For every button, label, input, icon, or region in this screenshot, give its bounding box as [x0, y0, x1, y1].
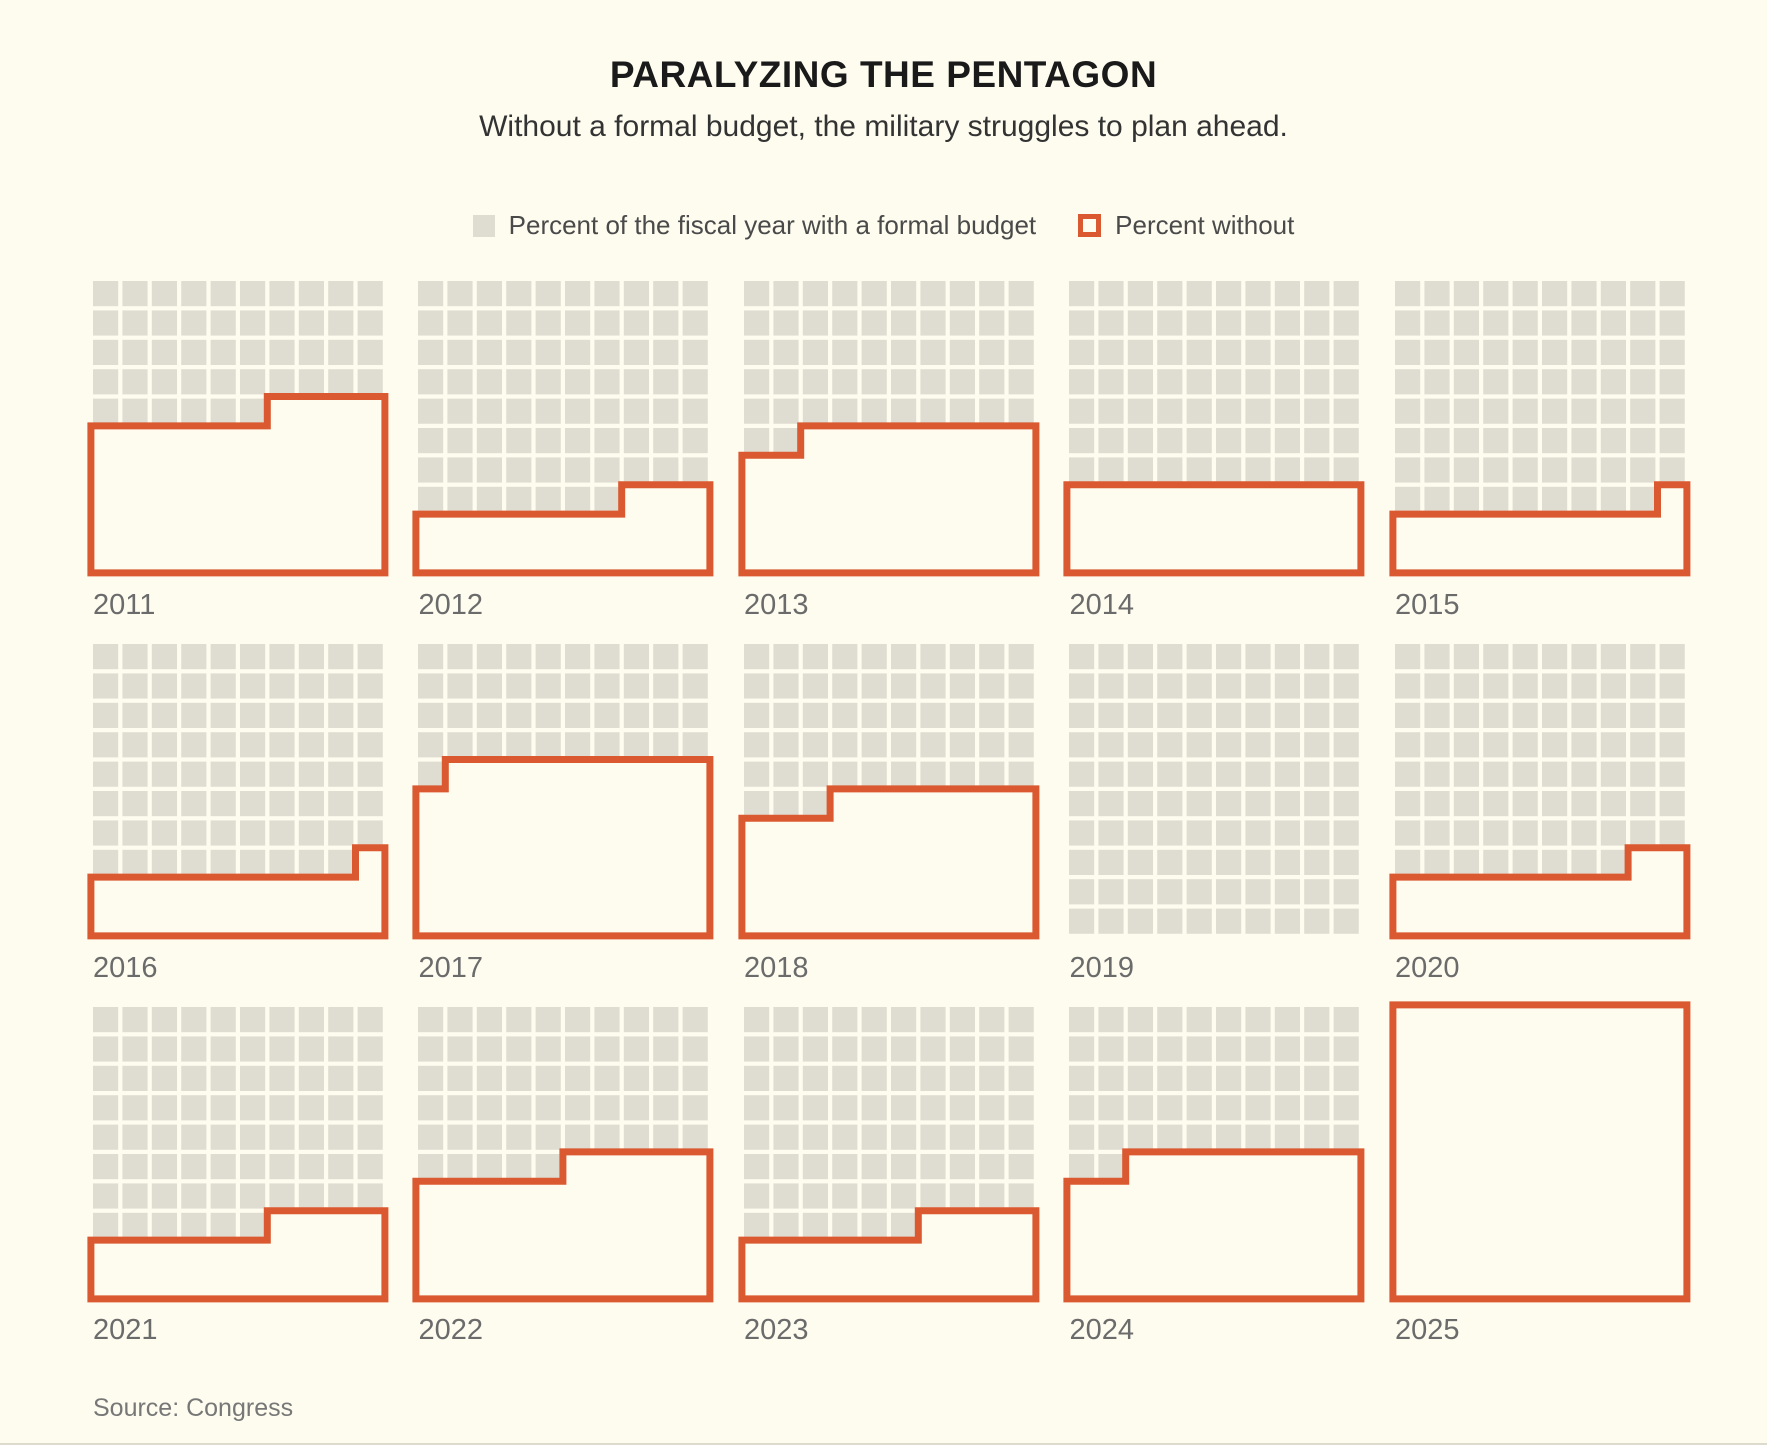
page-title: PARALYZING THE PENTAGON: [609, 54, 1158, 95]
percent-without-outline: [738, 422, 1040, 577]
year-label: 2017: [418, 951, 483, 984]
waffle-chart: [1063, 1006, 1365, 1302]
year-tile: 2022: [412, 1006, 714, 1348]
percent-without-outline: [738, 1206, 1040, 1302]
year-tile: 2025: [1389, 1000, 1691, 1348]
waffle-chart: [1063, 281, 1365, 577]
legend-label-with-budget: Percent of the fiscal year with a formal…: [508, 210, 1037, 240]
year-label: 2012: [418, 588, 483, 621]
legend-item-with-budget: Percent of the fiscal year with a formal…: [472, 210, 1037, 241]
waffle-chart: [412, 643, 714, 940]
waffle-chart: [738, 643, 1040, 940]
waffle-chart: [87, 643, 389, 940]
percent-without-outline: [412, 481, 714, 577]
year-tile: 2018: [738, 643, 1040, 985]
year-label: 2023: [743, 1314, 809, 1347]
year-label: 2014: [1069, 588, 1134, 621]
bottom-rule: [0, 1443, 1767, 1445]
percent-without-outline: [412, 755, 714, 940]
year-label: 2022: [418, 1314, 483, 1347]
year-label: 2011: [93, 588, 156, 621]
year-tile: 2023: [738, 1006, 1040, 1348]
year-tile: 2014: [1063, 281, 1365, 622]
chart-header: PARALYZING THE PENTAGON Without a formal…: [0, 0, 1767, 144]
percent-without-outline: [738, 785, 1040, 940]
waffle-chart: [412, 281, 714, 577]
legend: Percent of the fiscal year with a formal…: [0, 210, 1767, 241]
year-tile: 2011: [87, 281, 389, 622]
year-tile: 2016: [87, 643, 389, 985]
year-label: 2025: [1394, 1314, 1460, 1347]
percent-without-outline: [87, 843, 389, 940]
waffle-chart: [87, 1006, 389, 1302]
page-subtitle: Without a formal budget, the military st…: [479, 110, 1288, 143]
waffle-chart: [1389, 281, 1691, 577]
year-label: 2018: [743, 951, 809, 984]
percent-without-outline: [1063, 1147, 1365, 1302]
waffle-chart: [738, 1006, 1040, 1302]
waffle-chart: [1389, 1000, 1691, 1302]
percent-without-outline: [1063, 481, 1365, 577]
year-label: 2013: [743, 588, 809, 621]
percent-without-outline: [1389, 843, 1691, 940]
year-tile: 2024: [1063, 1006, 1365, 1348]
year-label: 2016: [93, 951, 158, 984]
waffle-chart: [412, 1006, 714, 1302]
waffle-chart: [738, 281, 1040, 577]
year-tile: 2021: [87, 1006, 389, 1348]
year-tile: 2017: [412, 643, 714, 985]
year-tile: 2015: [1389, 281, 1691, 622]
year-label: 2024: [1069, 1314, 1134, 1347]
percent-without-outline: [87, 1206, 389, 1302]
year-tile: 2013: [738, 281, 1040, 622]
percent-without-outline: [412, 1147, 714, 1302]
waffle-chart: [1389, 643, 1691, 940]
year-label: 2021: [93, 1314, 158, 1347]
with-budget-swatch-icon: [472, 214, 495, 237]
year-label: 2020: [1394, 951, 1460, 984]
legend-label-without-budget: Percent without: [1115, 210, 1295, 240]
year-tile: 2012: [412, 281, 714, 622]
percent-without-outline: [1389, 1000, 1691, 1302]
year-tile: 2019: [1069, 643, 1360, 985]
source-note: Source: Congress: [93, 1394, 294, 1423]
year-tile: 2020: [1389, 643, 1691, 985]
waffle-grid: 2011 2012 2013 2014 2015 2016 2017 2018 2019 2020…: [87, 281, 1767, 1348]
year-label: 2019: [1069, 951, 1134, 984]
waffle-chart: [87, 281, 389, 577]
year-label: 2015: [1394, 588, 1460, 621]
waffle-chart: [1069, 643, 1360, 934]
legend-item-without-budget: Percent without: [1078, 210, 1294, 241]
percent-without-outline: [87, 392, 389, 577]
percent-without-outline: [1389, 481, 1691, 577]
without-budget-swatch-icon: [1078, 214, 1102, 237]
